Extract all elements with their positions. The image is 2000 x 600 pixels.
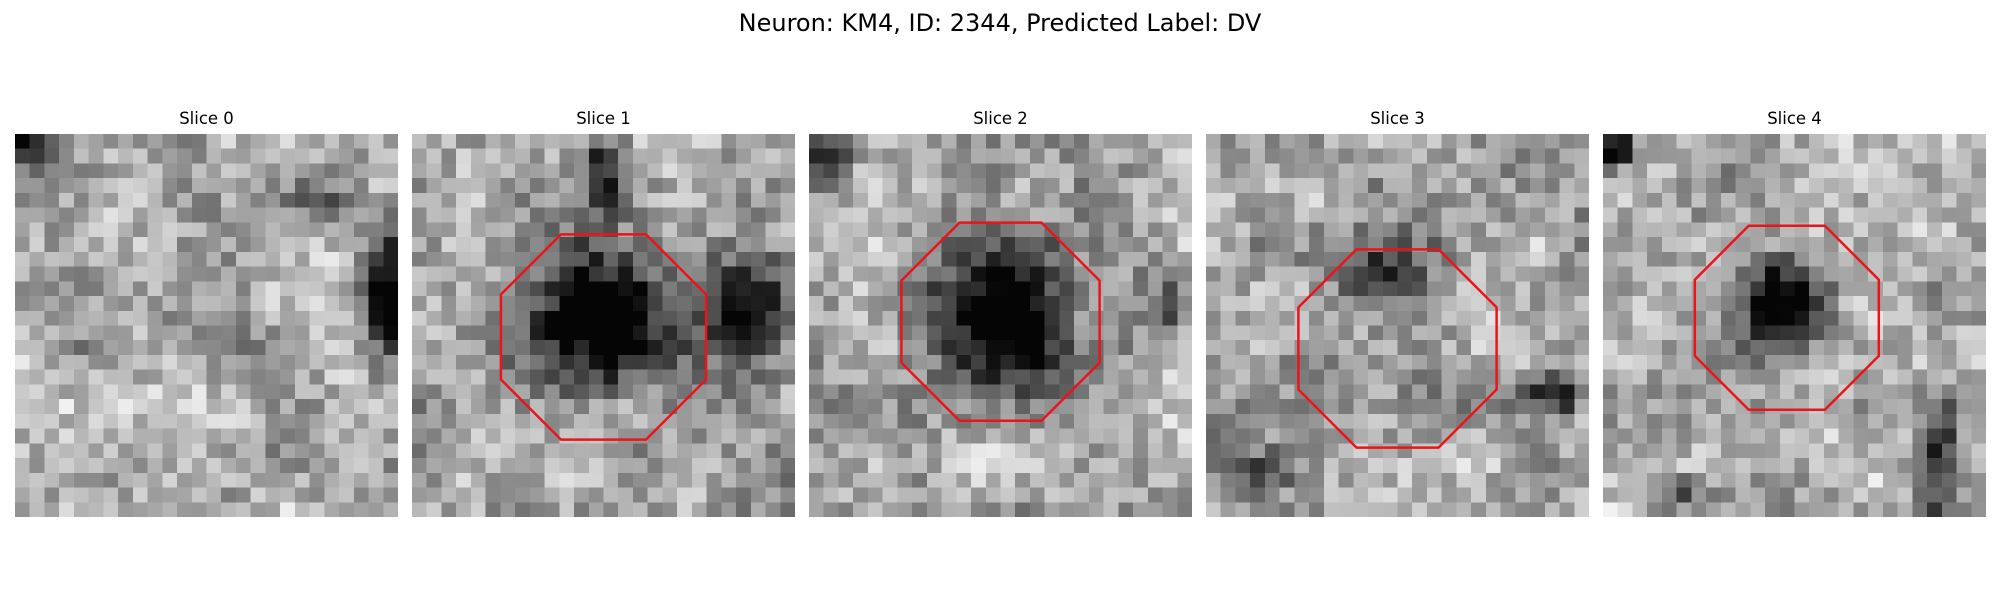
slice-title: Slice 0 bbox=[179, 109, 234, 128]
roi-contour bbox=[1693, 224, 1881, 412]
slice-title: Slice 4 bbox=[1767, 109, 1822, 128]
figure-title: Neuron: KM4, ID: 2344, Predicted Label: … bbox=[738, 9, 1262, 37]
slice-panel-4: Slice 4 bbox=[1603, 108, 1986, 517]
roi-contour bbox=[499, 233, 708, 441]
slice-panel-1: Slice 1 bbox=[412, 108, 795, 517]
slice-title: Slice 1 bbox=[576, 109, 631, 128]
roi-contour bbox=[900, 221, 1101, 422]
slice-panel-3: Slice 3 bbox=[1206, 108, 1589, 517]
roi-contour bbox=[1297, 248, 1498, 449]
slice-image bbox=[15, 134, 398, 517]
slice-panel-0: Slice 0 bbox=[15, 108, 398, 517]
slice-title: Slice 2 bbox=[973, 109, 1028, 128]
slice-panel-2: Slice 2 bbox=[809, 108, 1192, 517]
slice-image bbox=[1603, 134, 1986, 517]
slice-image bbox=[1206, 134, 1589, 517]
slice-title: Slice 3 bbox=[1370, 109, 1425, 128]
slice-image bbox=[809, 134, 1192, 517]
slice-image bbox=[412, 134, 795, 517]
